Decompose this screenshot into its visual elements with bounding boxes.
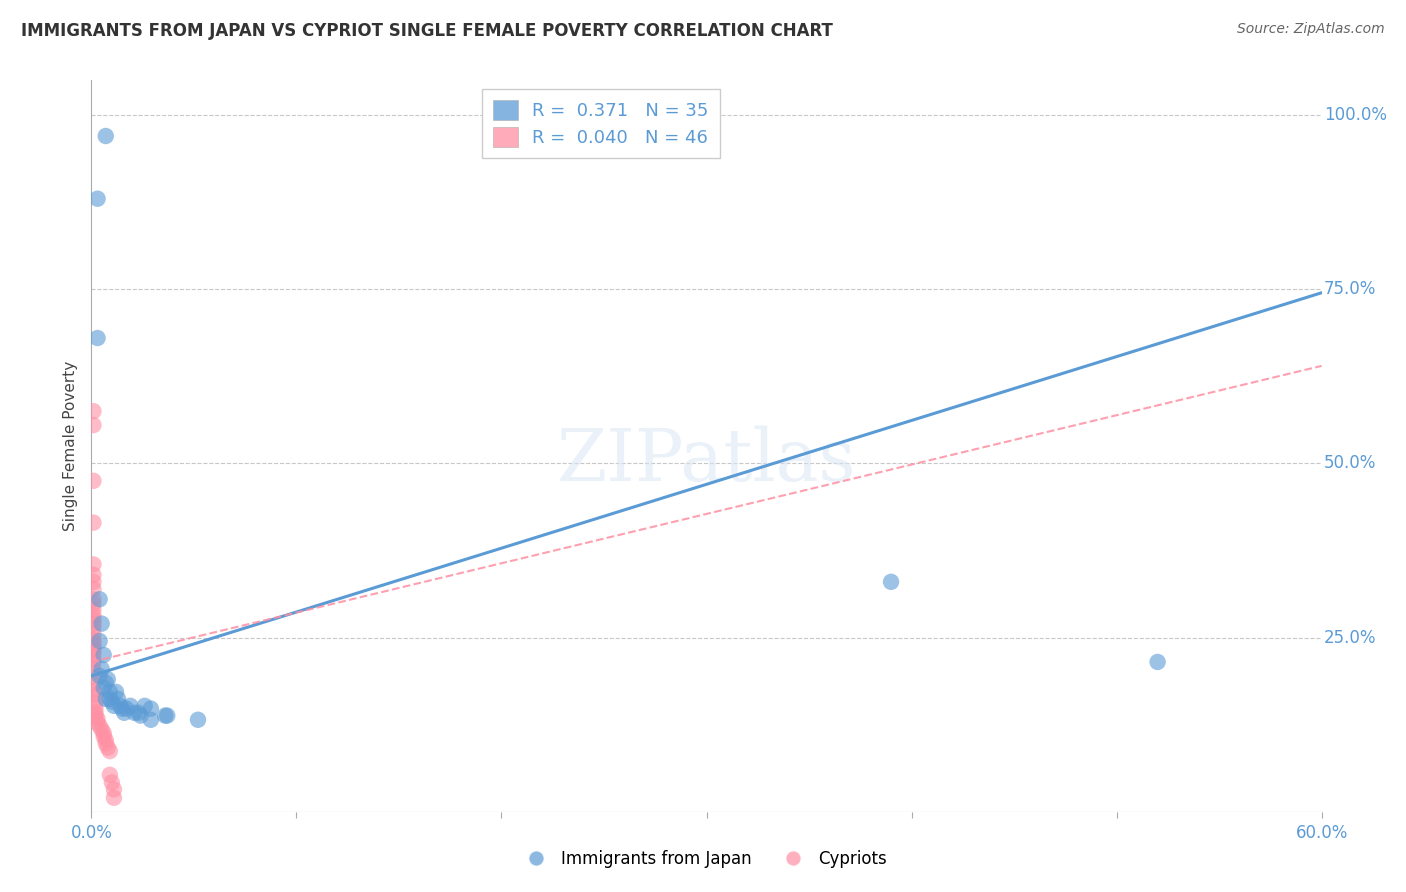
Point bbox=[120, 698, 142, 713]
Point bbox=[82, 621, 104, 635]
Point bbox=[82, 404, 104, 418]
Point bbox=[82, 616, 104, 631]
Point bbox=[128, 706, 150, 720]
Point bbox=[82, 582, 104, 596]
Text: ZIPatlas: ZIPatlas bbox=[557, 425, 856, 496]
Point bbox=[94, 128, 117, 143]
Point bbox=[84, 688, 107, 702]
Point bbox=[112, 706, 135, 720]
Legend: Immigrants from Japan, Cypriots: Immigrants from Japan, Cypriots bbox=[512, 844, 894, 875]
Point bbox=[82, 592, 104, 607]
Point bbox=[82, 677, 104, 691]
Point bbox=[93, 726, 115, 740]
Point bbox=[94, 676, 117, 690]
Point bbox=[98, 691, 121, 706]
Point bbox=[84, 708, 107, 723]
Point bbox=[98, 744, 121, 758]
Point bbox=[90, 723, 112, 737]
Point bbox=[94, 733, 117, 747]
Point bbox=[90, 616, 112, 631]
Point bbox=[82, 574, 104, 589]
Point bbox=[153, 708, 177, 723]
Point bbox=[86, 715, 108, 730]
Point bbox=[82, 636, 104, 650]
Point bbox=[93, 648, 115, 662]
Point bbox=[108, 698, 131, 713]
Point bbox=[97, 673, 120, 687]
Point bbox=[124, 706, 146, 720]
Point bbox=[111, 701, 134, 715]
Point bbox=[86, 192, 108, 206]
Point bbox=[1146, 655, 1168, 669]
Point bbox=[84, 705, 107, 719]
Point bbox=[156, 708, 179, 723]
Point bbox=[94, 736, 117, 750]
Point bbox=[82, 643, 104, 657]
Point bbox=[82, 516, 104, 530]
Point bbox=[82, 474, 104, 488]
Point bbox=[86, 712, 108, 726]
Point bbox=[187, 713, 209, 727]
Point bbox=[98, 685, 121, 699]
Point bbox=[82, 597, 104, 611]
Point bbox=[84, 700, 107, 714]
Point bbox=[103, 790, 125, 805]
Point bbox=[134, 698, 156, 713]
Text: 75.0%: 75.0% bbox=[1324, 280, 1376, 298]
Text: 100.0%: 100.0% bbox=[1324, 106, 1388, 124]
Point bbox=[82, 640, 104, 654]
Legend: R =  0.371   N = 35, R =  0.040   N = 46: R = 0.371 N = 35, R = 0.040 N = 46 bbox=[482, 89, 720, 158]
Point bbox=[82, 653, 104, 667]
Point bbox=[82, 663, 104, 677]
Point bbox=[82, 567, 104, 582]
Point bbox=[89, 634, 111, 648]
Point bbox=[82, 612, 104, 626]
Point bbox=[82, 657, 104, 671]
Point bbox=[82, 603, 104, 617]
Point bbox=[90, 662, 112, 676]
Point bbox=[82, 632, 104, 647]
Point bbox=[82, 608, 104, 623]
Point bbox=[82, 418, 104, 433]
Point bbox=[82, 684, 104, 698]
Point bbox=[89, 592, 111, 607]
Point bbox=[880, 574, 903, 589]
Point bbox=[103, 698, 125, 713]
Point bbox=[97, 740, 120, 755]
Point bbox=[105, 685, 127, 699]
Point bbox=[98, 768, 121, 782]
Point bbox=[139, 701, 162, 715]
Point bbox=[93, 730, 115, 744]
Text: IMMIGRANTS FROM JAPAN VS CYPRIOT SINGLE FEMALE POVERTY CORRELATION CHART: IMMIGRANTS FROM JAPAN VS CYPRIOT SINGLE … bbox=[21, 22, 832, 40]
Point bbox=[82, 558, 104, 572]
Point bbox=[86, 331, 108, 345]
Point bbox=[115, 701, 138, 715]
Point bbox=[94, 691, 117, 706]
Y-axis label: Single Female Poverty: Single Female Poverty bbox=[62, 361, 77, 531]
Point bbox=[129, 708, 152, 723]
Point bbox=[82, 670, 104, 684]
Text: 25.0%: 25.0% bbox=[1324, 629, 1376, 647]
Point bbox=[84, 695, 107, 709]
Point bbox=[101, 775, 124, 789]
Text: 50.0%: 50.0% bbox=[1324, 454, 1376, 473]
Point bbox=[93, 681, 115, 695]
Point bbox=[82, 648, 104, 662]
Text: Source: ZipAtlas.com: Source: ZipAtlas.com bbox=[1237, 22, 1385, 37]
Point bbox=[139, 713, 162, 727]
Point bbox=[103, 782, 125, 797]
Point bbox=[107, 691, 129, 706]
Point bbox=[89, 719, 111, 733]
Point bbox=[89, 669, 111, 683]
Point bbox=[82, 627, 104, 641]
Point bbox=[101, 695, 124, 709]
